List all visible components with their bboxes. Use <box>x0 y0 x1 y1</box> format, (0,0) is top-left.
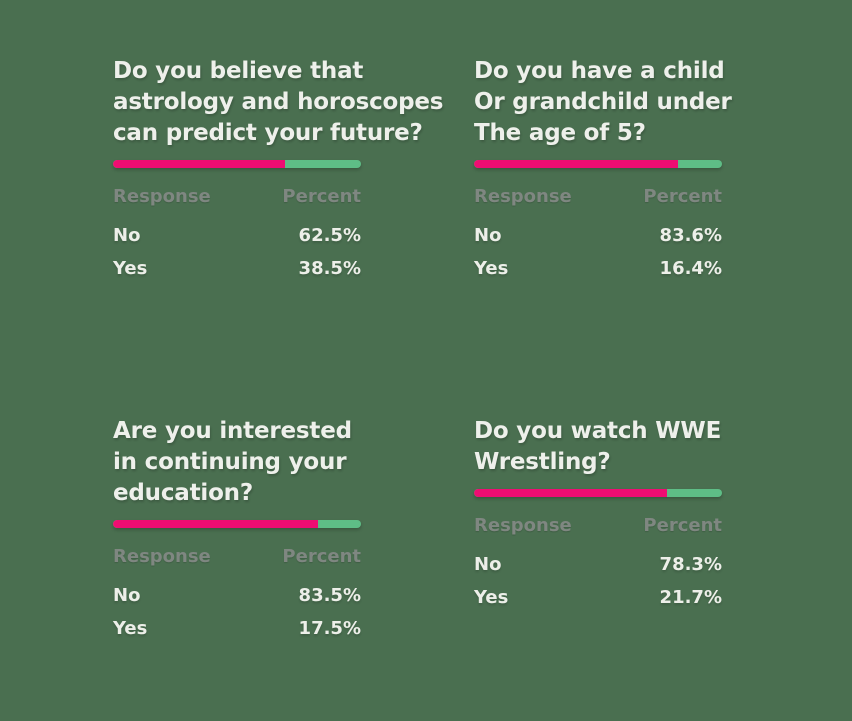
percent-value: 62.5% <box>298 225 361 246</box>
table-row: No 78.3% <box>474 554 722 575</box>
percent-column-header: Percent <box>643 186 722 207</box>
response-label: No <box>474 225 502 246</box>
response-label: No <box>113 585 141 606</box>
table-header: Response Percent <box>113 186 361 207</box>
percent-value: 17.5% <box>298 618 361 639</box>
table-row: No 83.6% <box>474 225 722 246</box>
table-header: Response Percent <box>113 546 361 567</box>
response-label: Yes <box>474 587 509 608</box>
percent-column-header: Percent <box>643 515 722 536</box>
response-label: Yes <box>113 258 148 279</box>
question-title-line: Do you have a child <box>474 58 725 84</box>
response-column-header: Response <box>474 515 572 536</box>
survey-panel-wwe: Do you watch WWE Wrestling? Response Per… <box>474 416 722 608</box>
survey-panel-grandchild: Do you have a child Or grandchild under … <box>474 56 732 279</box>
question-title: Do you believe that astrology and horosc… <box>113 56 444 149</box>
question-title: Do you have a child Or grandchild under … <box>474 56 732 149</box>
question-title: Do you watch WWE Wrestling? <box>474 416 722 478</box>
question-title: Are you interested in continuing your ed… <box>113 416 361 509</box>
proportion-bar <box>113 520 361 528</box>
response-column-header: Response <box>474 186 572 207</box>
table-row: Yes 17.5% <box>113 618 361 639</box>
response-label: No <box>474 554 502 575</box>
percent-value: 38.5% <box>298 258 361 279</box>
response-column-header: Response <box>113 546 211 567</box>
table-header: Response Percent <box>474 186 722 207</box>
bar-segment-no <box>113 160 286 168</box>
question-title-line: Wrestling? <box>474 449 611 475</box>
bar-segment-no <box>113 520 318 528</box>
question-title-line: Are you interested <box>113 418 352 444</box>
survey-panel-education: Are you interested in continuing your ed… <box>113 416 361 639</box>
table-row: Yes 16.4% <box>474 258 722 279</box>
proportion-bar <box>113 160 361 168</box>
percent-value: 83.5% <box>298 585 361 606</box>
question-title-line: in continuing your <box>113 449 347 475</box>
question-title-line: Do you watch WWE <box>474 418 722 444</box>
bar-segment-no <box>474 160 678 168</box>
proportion-bar <box>474 160 722 168</box>
question-title-line: can predict your future? <box>113 120 423 146</box>
percent-value: 83.6% <box>659 225 722 246</box>
percent-value: 78.3% <box>659 554 722 575</box>
table-header: Response Percent <box>474 515 722 536</box>
question-title-line: astrology and horoscopes <box>113 89 444 115</box>
question-title-line: education? <box>113 480 253 506</box>
bar-segment-no <box>474 489 667 497</box>
table-row: No 83.5% <box>113 585 361 606</box>
survey-panel-astrology: Do you believe that astrology and horosc… <box>113 56 444 279</box>
question-title-line: Or grandchild under <box>474 89 732 115</box>
response-label: Yes <box>113 618 148 639</box>
response-label: No <box>113 225 141 246</box>
percent-value: 21.7% <box>659 587 722 608</box>
response-label: Yes <box>474 258 509 279</box>
question-title-line: Do you believe that <box>113 58 364 84</box>
percent-column-header: Percent <box>282 186 361 207</box>
table-row: Yes 21.7% <box>474 587 722 608</box>
question-title-line: The age of 5? <box>474 120 646 146</box>
response-column-header: Response <box>113 186 211 207</box>
table-row: Yes 38.5% <box>113 258 361 279</box>
proportion-bar <box>474 489 722 497</box>
percent-column-header: Percent <box>282 546 361 567</box>
percent-value: 16.4% <box>659 258 722 279</box>
table-row: No 62.5% <box>113 225 361 246</box>
